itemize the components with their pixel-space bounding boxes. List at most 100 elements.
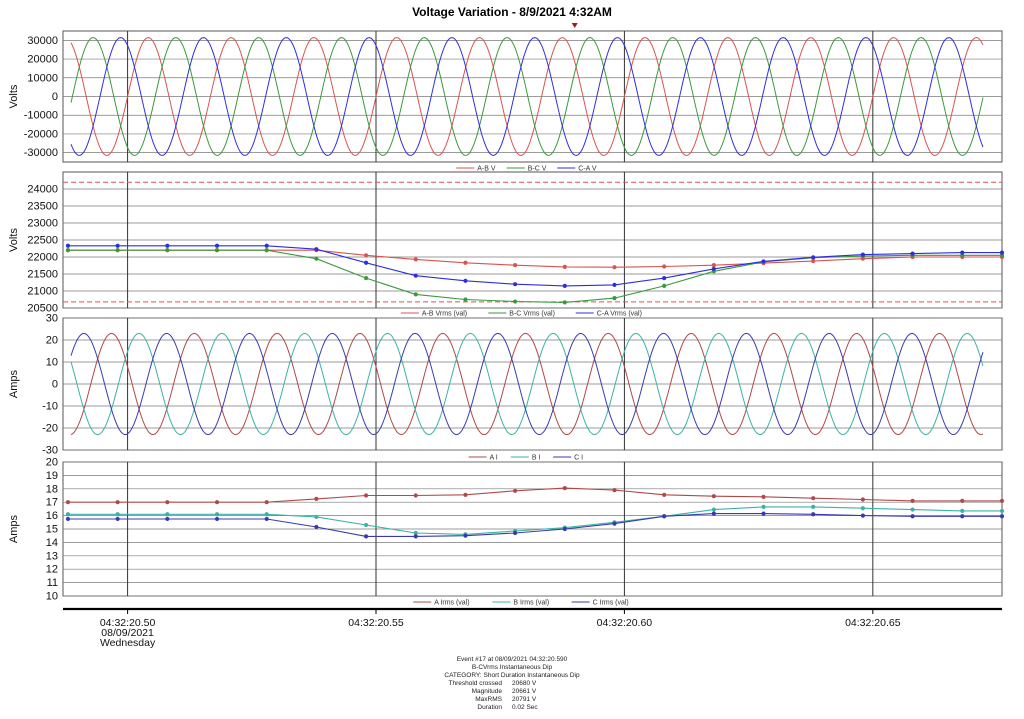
data-point	[165, 516, 170, 522]
series-line	[68, 249, 1002, 303]
series-line	[70, 332, 984, 436]
data-point	[761, 504, 766, 509]
data-point	[214, 243, 220, 248]
data-point	[463, 492, 468, 497]
data-point	[413, 273, 418, 278]
data-point	[662, 264, 667, 269]
data-point	[662, 275, 667, 281]
chart-area: -30000 -20000 -10000 0 10000 20000 30000 Volts A…	[8, 23, 1005, 649]
data-point	[413, 292, 418, 297]
data-point	[264, 248, 269, 253]
data-point	[165, 512, 170, 517]
event-line: CATEGORY: Short Duration Instantaneous D…	[444, 672, 580, 679]
series-line	[70, 37, 984, 156]
legend-entry: A-B V	[477, 166, 496, 173]
y-tick-label: 24000	[27, 184, 58, 196]
series-line	[68, 487, 1002, 503]
event-line: B-CVrms Instantaneous Dip	[471, 664, 553, 671]
data-point	[811, 512, 816, 517]
y-tick-label: 18	[46, 483, 58, 495]
data-point	[562, 283, 567, 288]
data-point	[960, 250, 965, 255]
data-point	[363, 275, 369, 281]
data-point	[65, 243, 71, 248]
data-point	[214, 248, 220, 253]
legend-entry: C-A Vrms (val)	[597, 311, 642, 318]
trigger-marker-icon	[571, 23, 578, 28]
event-row: Duration 0.02 Sec	[477, 704, 538, 711]
y-tick-label: -10	[42, 401, 58, 413]
time-tick-label: 04:32:20.60	[597, 617, 653, 629]
data-point	[612, 282, 617, 287]
legend-entry: B I	[532, 455, 541, 462]
legend-entry: B-C Vrms (val)	[509, 311, 555, 318]
data-point	[860, 513, 865, 518]
event-row: Magnitude 20661 V	[471, 688, 537, 695]
y-tick-label: 30	[46, 313, 58, 325]
data-point	[115, 512, 120, 517]
data-point	[860, 506, 865, 511]
y-tick-label: 14	[46, 537, 58, 549]
legend-entry: B-C V	[528, 166, 547, 173]
data-point	[363, 493, 369, 498]
series-line	[70, 332, 984, 436]
data-point	[612, 521, 617, 526]
data-point	[711, 266, 716, 271]
data-point	[314, 524, 319, 530]
data-point	[999, 250, 1005, 255]
data-point	[363, 534, 369, 539]
series-line	[68, 245, 1002, 287]
y-axis-label: Volts	[8, 228, 20, 252]
data-point	[612, 296, 617, 301]
series-line	[70, 332, 984, 436]
data-point	[115, 243, 120, 248]
y-tick-label: -30	[42, 445, 58, 457]
data-point	[562, 486, 567, 491]
series-line	[68, 506, 1002, 535]
data-point	[999, 508, 1005, 514]
data-point	[264, 243, 269, 248]
y-tick-label: 23500	[27, 201, 58, 213]
data-point	[811, 496, 816, 501]
data-point	[811, 258, 816, 264]
data-point	[264, 512, 269, 517]
time-tick-label: 04:32:20.65	[845, 617, 901, 629]
data-point	[413, 257, 418, 262]
data-point	[264, 516, 269, 522]
legend-entry: B Irms (val)	[513, 600, 549, 607]
data-point	[860, 252, 865, 257]
legend-entry: C I	[574, 455, 583, 462]
data-point	[264, 500, 269, 505]
data-point	[363, 253, 369, 258]
y-tick-label: 20500	[27, 303, 58, 315]
data-point	[711, 494, 716, 499]
y-tick-label: 10000	[27, 72, 58, 84]
data-point	[761, 494, 766, 499]
y-axis-label: Volts	[8, 84, 20, 108]
data-point	[413, 530, 418, 536]
data-point	[115, 248, 120, 253]
y-tick-label: 20	[46, 335, 58, 347]
y-axis-label: Amps	[8, 514, 20, 543]
y-tick-label: 13	[46, 550, 58, 562]
data-point	[65, 248, 71, 253]
y-tick-label: 0	[52, 91, 58, 103]
data-point	[761, 511, 766, 516]
y-tick-label: 22500	[27, 235, 58, 247]
y-tick-label: -20000	[24, 128, 58, 140]
time-tick-label: 04:32:20.50	[100, 617, 156, 629]
data-point	[711, 511, 716, 516]
y-tick-label: 30000	[27, 35, 58, 47]
y-tick-label: 10	[46, 591, 58, 603]
data-point	[910, 251, 915, 256]
data-point	[960, 514, 965, 519]
event-row: MaxRMS 20791 V	[475, 696, 537, 703]
data-point	[214, 516, 220, 522]
data-point	[65, 500, 71, 505]
data-point	[413, 493, 418, 498]
data-point	[65, 516, 71, 522]
data-point	[363, 522, 369, 528]
y-tick-label: 10	[46, 357, 58, 369]
y-tick-label: 22000	[27, 252, 58, 264]
data-point	[314, 256, 319, 261]
